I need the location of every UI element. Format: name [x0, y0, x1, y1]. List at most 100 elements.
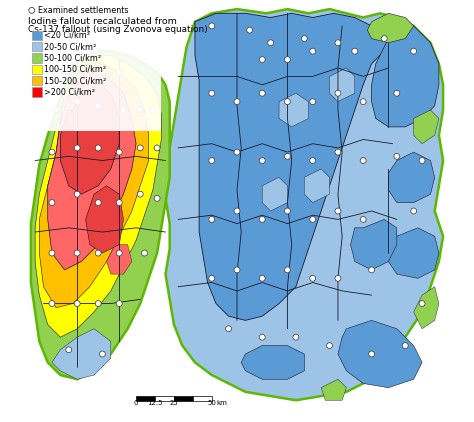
Circle shape [310, 216, 316, 222]
Circle shape [259, 334, 265, 340]
Text: 50: 50 [207, 400, 216, 406]
Circle shape [284, 99, 291, 105]
Circle shape [293, 334, 299, 340]
Circle shape [360, 216, 366, 222]
Circle shape [209, 275, 215, 281]
Circle shape [66, 347, 72, 353]
Bar [174, 397, 193, 401]
Circle shape [142, 250, 147, 256]
Circle shape [74, 191, 80, 197]
Circle shape [49, 300, 55, 306]
Circle shape [268, 40, 273, 46]
Circle shape [209, 90, 215, 96]
Circle shape [116, 250, 122, 256]
Polygon shape [86, 186, 123, 253]
Circle shape [154, 145, 160, 151]
Bar [32, 53, 42, 62]
Circle shape [360, 157, 366, 163]
Circle shape [74, 300, 80, 306]
Circle shape [402, 343, 408, 349]
Circle shape [209, 23, 215, 29]
Text: >200 Ci/km²: >200 Ci/km² [45, 87, 95, 97]
Circle shape [335, 275, 341, 281]
Polygon shape [372, 18, 439, 127]
Circle shape [49, 73, 55, 79]
Circle shape [259, 157, 265, 163]
Polygon shape [304, 169, 329, 203]
Circle shape [137, 107, 143, 113]
Circle shape [116, 69, 122, 75]
Circle shape [137, 145, 143, 151]
Bar [32, 87, 42, 97]
Polygon shape [107, 245, 132, 274]
Polygon shape [60, 85, 119, 194]
Circle shape [74, 250, 80, 256]
Circle shape [410, 48, 417, 54]
Polygon shape [165, 9, 443, 400]
Polygon shape [48, 68, 136, 270]
Circle shape [381, 35, 387, 41]
Circle shape [116, 149, 122, 155]
Polygon shape [39, 64, 149, 308]
Circle shape [310, 275, 316, 281]
Circle shape [410, 208, 417, 214]
Polygon shape [414, 110, 439, 144]
Text: 50-100 Ci/km²: 50-100 Ci/km² [45, 54, 101, 62]
Circle shape [394, 153, 400, 159]
Circle shape [49, 149, 55, 155]
Text: 25: 25 [170, 400, 178, 406]
Bar [32, 65, 42, 74]
Polygon shape [329, 68, 355, 102]
Circle shape [335, 90, 341, 96]
Circle shape [234, 267, 240, 273]
Polygon shape [241, 346, 304, 379]
Polygon shape [279, 93, 309, 127]
Circle shape [352, 48, 358, 54]
Circle shape [259, 216, 265, 222]
Bar [155, 397, 174, 401]
Polygon shape [388, 228, 439, 278]
Polygon shape [195, 14, 392, 320]
Circle shape [310, 99, 316, 105]
Polygon shape [321, 379, 346, 400]
Circle shape [29, 8, 35, 14]
Text: Examined settlements: Examined settlements [37, 6, 128, 15]
Polygon shape [338, 320, 422, 388]
Circle shape [226, 326, 231, 332]
Polygon shape [367, 14, 414, 43]
Circle shape [419, 157, 425, 163]
Circle shape [95, 300, 101, 306]
Circle shape [150, 107, 156, 113]
Bar [32, 30, 42, 40]
Circle shape [137, 191, 143, 197]
Circle shape [74, 99, 80, 105]
Circle shape [419, 300, 425, 306]
FancyBboxPatch shape [27, 1, 161, 131]
Circle shape [234, 99, 240, 105]
Text: <20 Ci/km²: <20 Ci/km² [45, 31, 91, 40]
Circle shape [284, 153, 291, 159]
Bar [136, 397, 155, 401]
Text: 20-50 Ci/km²: 20-50 Ci/km² [45, 42, 97, 51]
Circle shape [234, 208, 240, 214]
Circle shape [234, 149, 240, 155]
Circle shape [335, 208, 341, 214]
Text: 100-150 Ci/km²: 100-150 Ci/km² [45, 65, 107, 74]
Circle shape [284, 57, 291, 62]
Circle shape [259, 275, 265, 281]
Text: Iodine fallout recalculated from: Iodine fallout recalculated from [28, 17, 177, 26]
Polygon shape [414, 287, 439, 329]
Circle shape [369, 267, 374, 273]
Circle shape [310, 157, 316, 163]
Circle shape [335, 40, 341, 46]
Circle shape [394, 90, 400, 96]
Polygon shape [35, 55, 161, 337]
Bar [193, 397, 212, 401]
Circle shape [49, 250, 55, 256]
Circle shape [100, 351, 105, 357]
Circle shape [95, 250, 101, 256]
Circle shape [120, 107, 127, 113]
Text: 150-200 Ci/km²: 150-200 Ci/km² [45, 76, 107, 85]
Polygon shape [388, 152, 435, 203]
Circle shape [116, 200, 122, 206]
